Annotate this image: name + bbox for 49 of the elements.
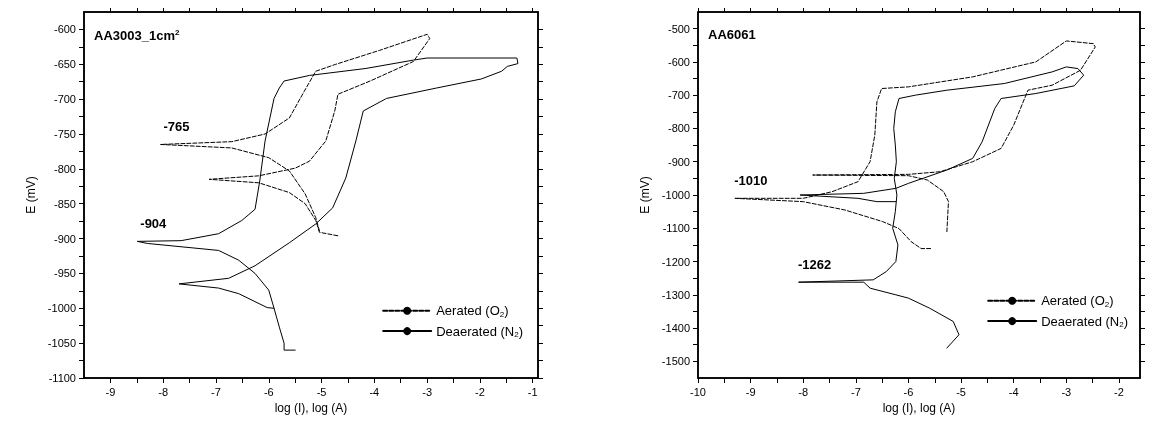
x-tick-label: -9 xyxy=(105,385,116,398)
annotation: -1262 xyxy=(797,257,832,273)
y-tick-label: -1200 xyxy=(661,255,690,268)
y-tick-label: -850 xyxy=(53,197,76,210)
y-tick-label: -700 xyxy=(667,89,690,102)
y-tick-label: -1500 xyxy=(661,355,690,368)
x-tick-label: -4 xyxy=(1008,385,1019,398)
x-tick-label: -6 xyxy=(903,385,914,398)
y-tick-label: -1000 xyxy=(47,302,76,315)
y-tick-label: -1400 xyxy=(661,322,690,335)
y-tick-label: -1050 xyxy=(47,337,76,350)
y-tick-label: -500 xyxy=(667,22,690,35)
x-tick-label: -8 xyxy=(158,385,169,398)
x-tick-label: -3 xyxy=(1061,385,1072,398)
x-tick-label: -5 xyxy=(316,385,327,398)
x-tick-label: -6 xyxy=(263,385,274,398)
annotation: AA6061 xyxy=(708,27,756,42)
y-tick-label: -950 xyxy=(53,267,76,280)
y-tick-label: -900 xyxy=(667,155,690,168)
y-tick-label: -750 xyxy=(53,128,76,140)
x-tick-label: -2 xyxy=(475,385,485,398)
y-tick-label: -1100 xyxy=(662,222,690,235)
y-tick-label: -700 xyxy=(53,93,76,106)
x-tick-label: -10 xyxy=(690,385,706,398)
y-tick-label: -650 xyxy=(53,58,76,71)
y-axis-title: E (mV) xyxy=(637,176,652,214)
y-axis-title: E (mV) xyxy=(23,176,38,214)
x-tick-label: -7 xyxy=(211,385,221,398)
y-tick-label: -800 xyxy=(53,162,76,175)
annotation: -765 xyxy=(163,119,190,135)
x-tick-label: -9 xyxy=(745,385,756,398)
x-tick-label: -1 xyxy=(527,385,538,398)
x-axis-title: log (I), log (A) xyxy=(882,401,956,415)
y-tick-label: -1000 xyxy=(661,189,690,201)
y-tick-label: -600 xyxy=(667,55,690,68)
y-tick-label: -800 xyxy=(667,122,690,135)
x-tick-label: -2 xyxy=(1114,385,1124,398)
y-tick-label: -900 xyxy=(53,232,76,245)
y-tick-label: -1300 xyxy=(661,288,690,301)
x-tick-label: -7 xyxy=(850,385,861,398)
x-tick-label: -3 xyxy=(422,385,433,398)
y-tick-label: -600 xyxy=(53,23,76,36)
x-tick-label: -4 xyxy=(369,385,380,398)
y-tick-label: -1100 xyxy=(48,372,76,384)
annotation: -904 xyxy=(140,216,168,232)
x-tick-label: -8 xyxy=(798,385,809,398)
x-tick-label: -5 xyxy=(956,385,966,398)
annotation: -1010 xyxy=(734,173,768,189)
x-axis-title: log (I), log (A) xyxy=(274,401,348,415)
